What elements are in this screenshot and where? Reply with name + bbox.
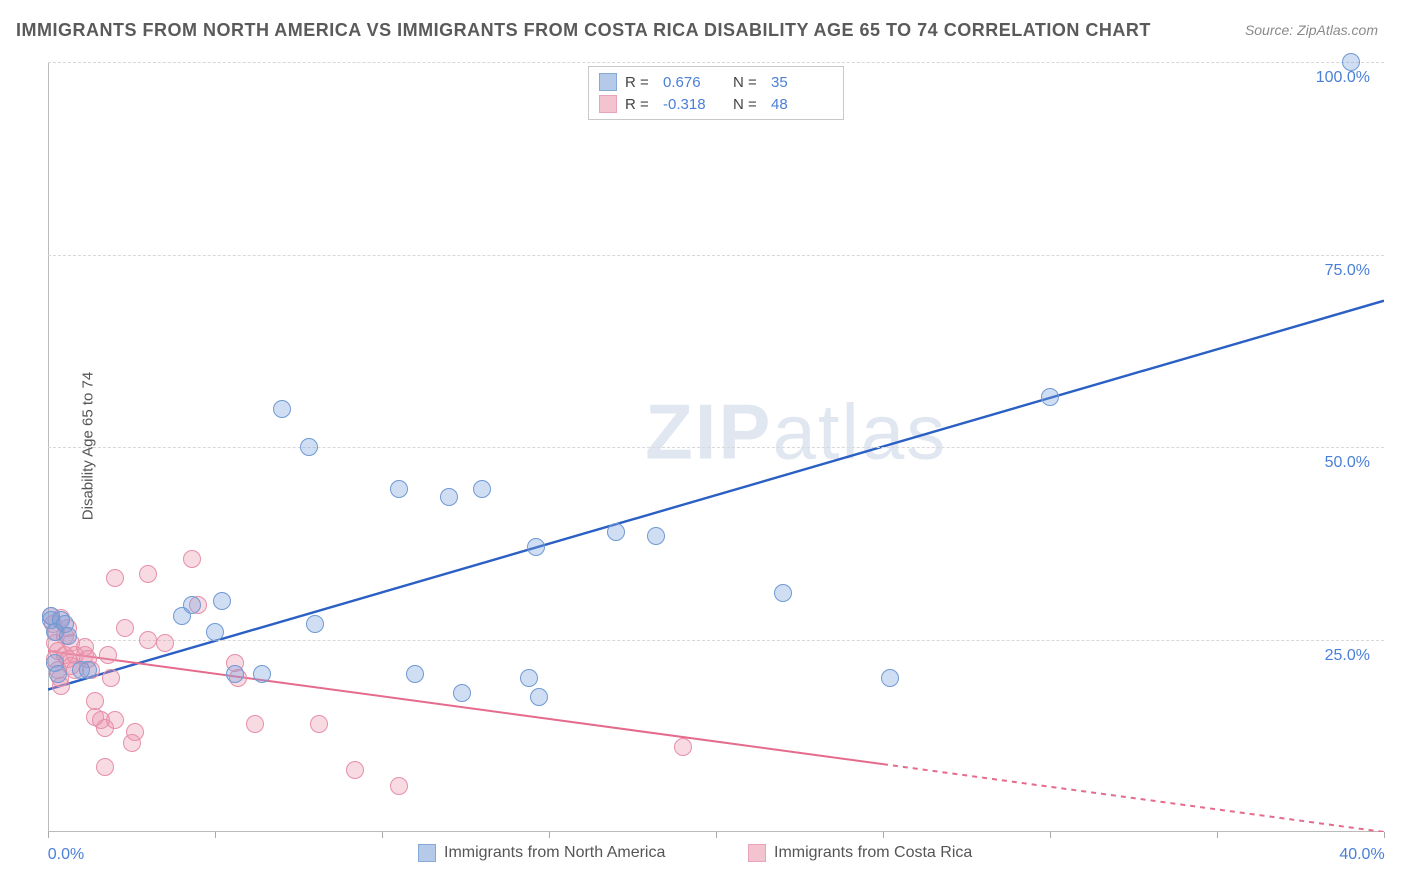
x-tick [1217,832,1218,838]
chart-title: IMMIGRANTS FROM NORTH AMERICA VS IMMIGRA… [16,20,1151,41]
r-value-1: -0.318 [663,96,725,113]
x-tick [382,832,383,838]
legend-swatch-1 [748,844,766,862]
scatter-point [527,538,545,556]
swatch-series-0 [599,73,617,91]
scatter-point [674,738,692,756]
scatter-point [390,777,408,795]
scatter-point [183,596,201,614]
scatter-point [253,665,271,683]
r-label-1: R = [625,96,655,113]
scatter-point [96,758,114,776]
scatter-point [206,623,224,641]
x-tick-label: 40.0% [1339,846,1384,864]
legend-item-0: Immigrants from North America [418,844,665,862]
legend-item-1: Immigrants from Costa Rica [748,844,972,862]
watermark-light: atlas [772,387,947,475]
scatter-point [310,715,328,733]
scatter-point [156,634,174,652]
scatter-point [106,711,124,729]
legend-label-0: Immigrants from North America [444,844,665,862]
watermark: ZIPatlas [645,386,947,477]
scatter-point [1342,53,1360,71]
scatter-point [390,480,408,498]
n-label-1: N = [733,96,763,113]
correlation-legend: R = 0.676 N = 35 R = -0.318 N = 48 [588,66,844,120]
scatter-point [473,480,491,498]
correlation-row-0: R = 0.676 N = 35 [599,71,833,93]
y-tick-label: 75.0% [1325,262,1370,280]
scatter-point [139,631,157,649]
watermark-bold: ZIP [645,387,772,475]
swatch-series-1 [599,95,617,113]
scatter-point [49,665,67,683]
gridline-h [48,255,1384,256]
scatter-point [106,569,124,587]
scatter-point [530,688,548,706]
plot-area: ZIPatlas R = 0.676 N = 35 R = -0.318 N =… [48,62,1384,832]
trend-line-solid [48,651,883,764]
gridline-h [48,447,1384,448]
scatter-point [607,523,625,541]
n-value-1: 48 [771,96,833,113]
x-tick [48,832,49,838]
trend-line-dashed [883,764,1384,832]
scatter-point [126,723,144,741]
r-value-0: 0.676 [663,74,725,91]
scatter-point [453,684,471,702]
scatter-point [300,438,318,456]
n-value-0: 35 [771,74,833,91]
scatter-point [213,592,231,610]
x-tick [215,832,216,838]
r-label-0: R = [625,74,655,91]
trend-line [48,301,1384,690]
scatter-point [226,665,244,683]
scatter-point [440,488,458,506]
scatter-point [520,669,538,687]
x-tick [1384,832,1385,838]
scatter-point [774,584,792,602]
scatter-point [79,661,97,679]
scatter-point [1041,388,1059,406]
scatter-point [99,646,117,664]
gridline-h [48,62,1384,63]
gridline-h [48,640,1384,641]
scatter-point [647,527,665,545]
y-tick-label: 100.0% [1316,69,1370,87]
y-tick-label: 25.0% [1325,647,1370,665]
x-tick [1050,832,1051,838]
scatter-point [183,550,201,568]
n-label-0: N = [733,74,763,91]
x-tick [716,832,717,838]
scatter-point [346,761,364,779]
scatter-point [139,565,157,583]
legend-label-1: Immigrants from Costa Rica [774,844,972,862]
scatter-point [881,669,899,687]
x-tick [883,832,884,838]
scatter-point [59,627,77,645]
scatter-point [306,615,324,633]
source-credit: Source: ZipAtlas.com [1245,22,1378,38]
scatter-point [406,665,424,683]
x-tick [549,832,550,838]
scatter-point [246,715,264,733]
scatter-point [116,619,134,637]
correlation-row-1: R = -0.318 N = 48 [599,93,833,115]
y-tick-label: 50.0% [1325,454,1370,472]
x-tick-label: 0.0% [48,846,84,864]
scatter-point [102,669,120,687]
legend-swatch-0 [418,844,436,862]
scatter-point [273,400,291,418]
